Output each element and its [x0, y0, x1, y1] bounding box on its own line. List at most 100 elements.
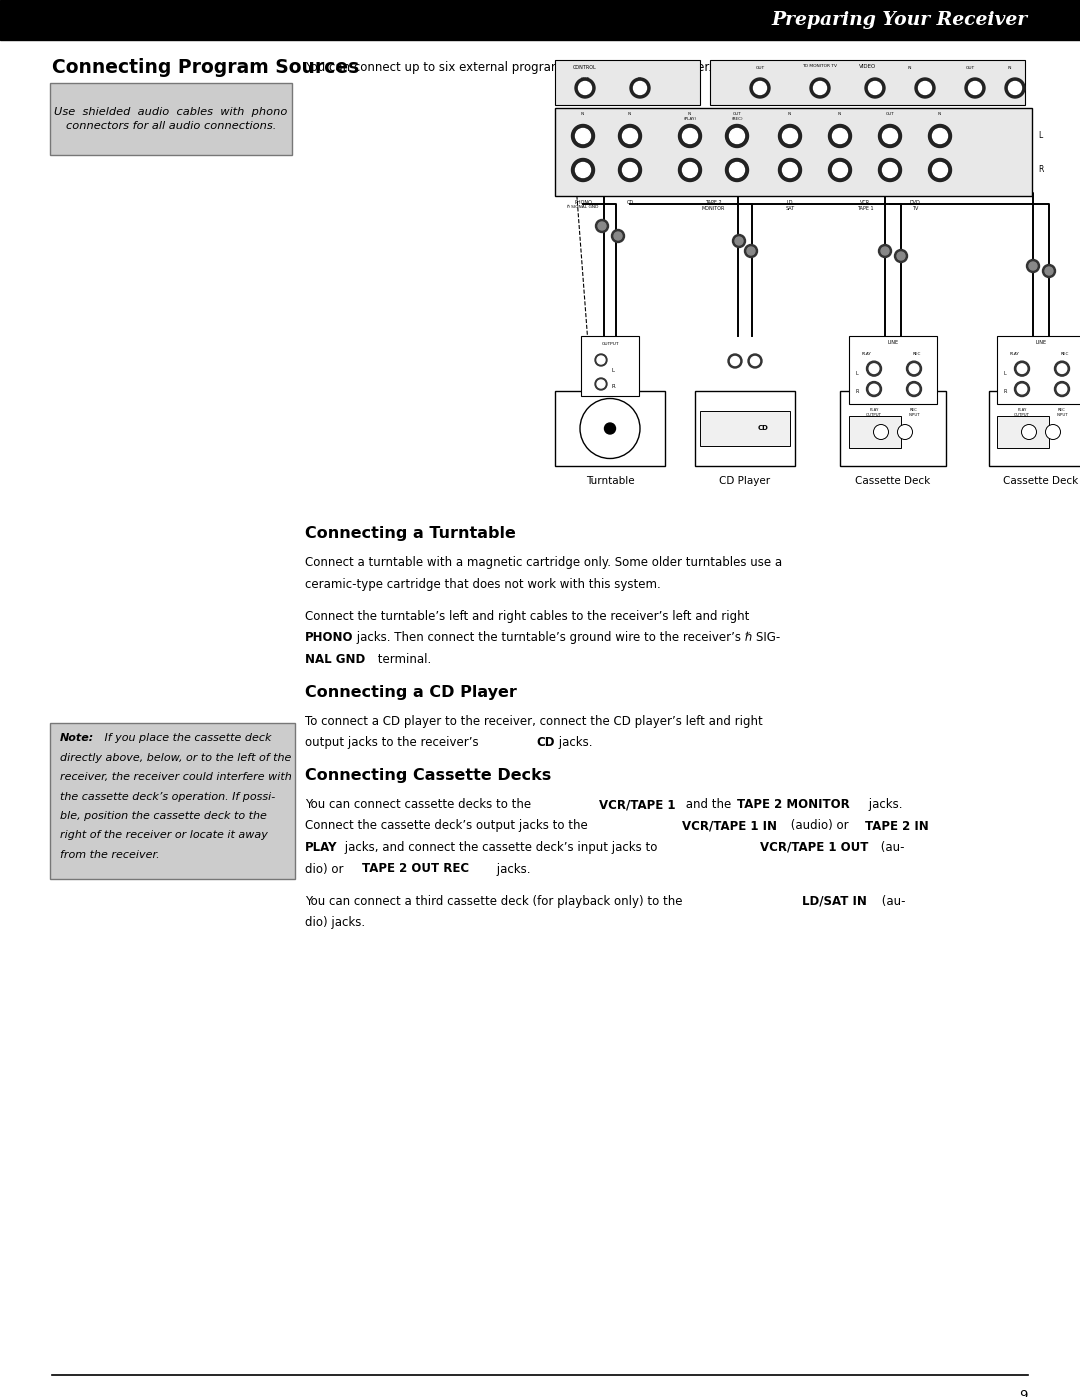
Circle shape	[748, 353, 762, 367]
Circle shape	[869, 363, 879, 373]
Circle shape	[868, 81, 881, 95]
Text: PHONO: PHONO	[575, 200, 592, 205]
Text: IN: IN	[908, 66, 913, 70]
Circle shape	[779, 124, 801, 148]
Text: TO MONITOR TV: TO MONITOR TV	[802, 64, 837, 68]
Circle shape	[932, 129, 947, 144]
Circle shape	[579, 81, 592, 95]
Text: Use  shielded  audio  cables  with  phono
connectors for all audio connections.: Use shielded audio cables with phono con…	[54, 106, 287, 131]
Circle shape	[918, 81, 931, 95]
Text: Connect a turntable with a magnetic cartridge only. Some older turntables use a: Connect a turntable with a magnetic cart…	[305, 556, 782, 569]
Circle shape	[728, 353, 742, 367]
Text: If you place the cassette deck: If you place the cassette deck	[102, 733, 272, 743]
Circle shape	[730, 356, 740, 366]
Text: R: R	[611, 384, 615, 388]
Circle shape	[783, 162, 797, 177]
Text: VCR/TAPE 1 IN: VCR/TAPE 1 IN	[681, 820, 777, 833]
Text: L: L	[1003, 370, 1005, 376]
Circle shape	[597, 380, 605, 388]
Text: L: L	[611, 369, 615, 373]
Text: jacks. Then connect the turntable’s ground wire to the receiver’s ℏ SIG-: jacks. Then connect the turntable’s grou…	[353, 631, 781, 644]
Text: PLAY: PLAY	[305, 841, 337, 854]
Text: OUT: OUT	[886, 112, 894, 116]
Text: R: R	[855, 390, 859, 394]
Text: VCR/TAPE 1: VCR/TAPE 1	[599, 798, 675, 812]
Text: output jacks to the receiver’s: output jacks to the receiver’s	[305, 736, 483, 749]
Text: OUT
(REC): OUT (REC)	[731, 112, 743, 120]
Text: REC
INPUT: REC INPUT	[1056, 408, 1068, 416]
Text: directly above, below, or to the left of the: directly above, below, or to the left of…	[60, 753, 292, 763]
Circle shape	[969, 81, 982, 95]
Text: You can connect cassette decks to the: You can connect cassette decks to the	[305, 798, 535, 812]
Text: CONTROL: CONTROL	[573, 66, 597, 70]
Circle shape	[605, 423, 616, 434]
Circle shape	[751, 356, 759, 366]
Text: OUT: OUT	[580, 77, 590, 81]
Text: CD: CD	[537, 736, 555, 749]
Circle shape	[881, 247, 889, 256]
Circle shape	[894, 250, 907, 263]
Circle shape	[729, 162, 744, 177]
Text: IN: IN	[627, 112, 632, 116]
Text: IN: IN	[838, 112, 842, 116]
Circle shape	[897, 251, 905, 260]
Text: from the receiver.: from the receiver.	[60, 849, 160, 861]
Text: LINE: LINE	[888, 339, 899, 345]
Bar	[710, 60, 1025, 105]
Bar	[988, 391, 1080, 467]
Text: VCR
TAPE 1: VCR TAPE 1	[856, 200, 874, 211]
Text: IN: IN	[788, 112, 792, 116]
Text: TAPE 2 IN: TAPE 2 IN	[865, 820, 929, 833]
Text: PLAY
OUTPUT: PLAY OUTPUT	[1014, 408, 1030, 416]
Circle shape	[897, 425, 913, 440]
Text: jacks.: jacks.	[492, 862, 530, 876]
Text: (au-: (au-	[877, 841, 905, 854]
Circle shape	[571, 158, 594, 182]
Circle shape	[882, 162, 897, 177]
Circle shape	[929, 124, 951, 148]
Text: Connecting Cassette Decks: Connecting Cassette Decks	[305, 768, 551, 782]
Circle shape	[1005, 78, 1025, 98]
Circle shape	[595, 379, 607, 390]
Circle shape	[732, 235, 745, 247]
Circle shape	[866, 381, 881, 397]
Circle shape	[909, 363, 919, 373]
Circle shape	[966, 78, 985, 98]
Text: You can connect up to six external program sources to your receiver.: You can connect up to six external progr…	[305, 61, 712, 74]
Text: Connecting a CD Player: Connecting a CD Player	[305, 685, 517, 700]
Text: right of the receiver or locate it away: right of the receiver or locate it away	[60, 830, 268, 841]
Text: Connecting a Turntable: Connecting a Turntable	[305, 527, 516, 541]
Circle shape	[619, 158, 642, 182]
Bar	[555, 108, 1032, 196]
Circle shape	[595, 353, 607, 366]
Circle shape	[1017, 384, 1027, 394]
Text: the cassette deck’s operation. If possi-: the cassette deck’s operation. If possi-	[60, 792, 275, 802]
Circle shape	[874, 425, 889, 440]
Text: ceramic-type cartridge that does not work with this system.: ceramic-type cartridge that does not wor…	[305, 577, 661, 591]
Circle shape	[1054, 362, 1069, 376]
Text: ℏ SIGNAL GND: ℏ SIGNAL GND	[567, 205, 598, 210]
Circle shape	[744, 244, 757, 257]
Circle shape	[783, 129, 797, 144]
Text: OUT: OUT	[755, 66, 765, 70]
Circle shape	[909, 384, 919, 394]
Text: Note:: Note:	[60, 733, 94, 743]
Circle shape	[735, 237, 743, 244]
Text: terminal.: terminal.	[375, 652, 432, 665]
Circle shape	[810, 78, 831, 98]
Circle shape	[932, 162, 947, 177]
Circle shape	[833, 162, 848, 177]
Circle shape	[813, 81, 826, 95]
Text: TAPE 2 MONITOR: TAPE 2 MONITOR	[737, 798, 850, 812]
Text: OUTPUT: OUTPUT	[602, 342, 619, 346]
Text: IN: IN	[581, 112, 585, 116]
Text: VCR/TAPE 1 OUT: VCR/TAPE 1 OUT	[760, 841, 868, 854]
Bar	[849, 416, 901, 448]
Text: Turntable: Turntable	[585, 476, 634, 486]
Circle shape	[622, 162, 637, 177]
Circle shape	[619, 124, 642, 148]
Text: DVD
TV: DVD TV	[909, 200, 920, 211]
Text: and the: and the	[681, 798, 735, 812]
Bar	[840, 391, 945, 467]
Bar	[581, 337, 639, 395]
